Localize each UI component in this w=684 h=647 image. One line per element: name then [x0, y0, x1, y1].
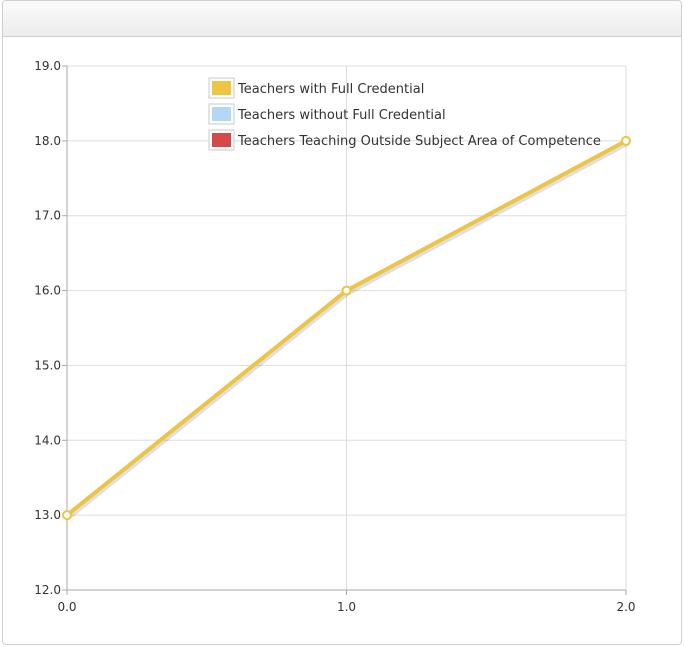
data-point[interactable] [62, 510, 72, 521]
series-lines [62, 135, 631, 521]
y-tick-label: 16.0 [34, 284, 61, 298]
data-point[interactable] [341, 285, 352, 296]
y-tick-label: 15.0 [34, 358, 61, 372]
x-tick-labels: 0.0 1.0 2.0 [57, 600, 635, 614]
legend-label[interactable]: Teachers Teaching Outside Subject Area o… [237, 134, 601, 149]
y-tick-label: 18.0 [34, 134, 61, 148]
legend: Teachers with Full Credential Teachers wi… [208, 77, 601, 151]
series-line-shadow [65, 139, 630, 521]
y-tick-label: 17.0 [34, 209, 61, 223]
y-tick-label: 19.0 [34, 59, 61, 73]
legend-label[interactable]: Teachers without Full Credential [237, 108, 446, 123]
x-tick-label: 1.0 [337, 600, 356, 614]
y-tick-label: 14.0 [34, 433, 61, 447]
axes [62, 65, 627, 595]
legend-swatch [212, 81, 231, 95]
x-tick-label: 2.0 [616, 600, 635, 614]
x-tick-label: 0.0 [57, 600, 76, 614]
legend-swatch [212, 133, 231, 147]
y-tick-label: 13.0 [34, 508, 61, 522]
data-point[interactable] [621, 135, 631, 146]
legend-swatch [212, 107, 231, 121]
y-tick-labels: 12.0 13.0 14.0 15.0 16.0 17.0 18.0 19.0 [34, 59, 61, 597]
panel-header [3, 1, 681, 37]
y-tick-label: 12.0 [34, 583, 61, 597]
legend-label[interactable]: Teachers with Full Credential [237, 82, 424, 97]
